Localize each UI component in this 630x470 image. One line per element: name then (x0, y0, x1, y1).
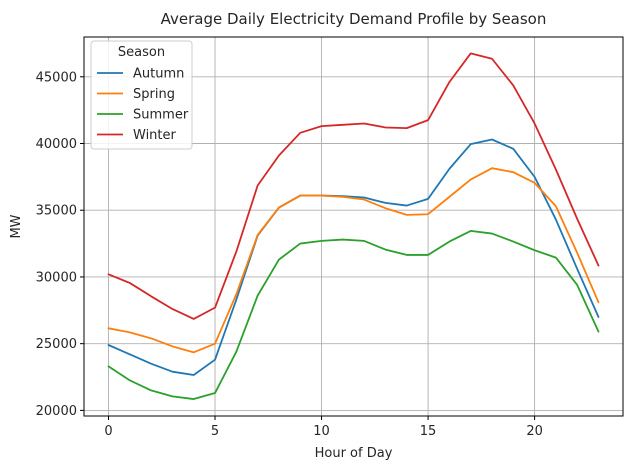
chart-title: Average Daily Electricity Demand Profile… (161, 10, 547, 28)
y-tick-label: 30000 (36, 270, 77, 285)
x-axis-label: Hour of Day (315, 446, 393, 461)
x-tick-label: 15 (420, 424, 437, 439)
y-tick-label: 45000 (36, 70, 77, 85)
legend-entries: Autumn Spring Summer Winter (97, 67, 189, 143)
x-tick-label: 5 (211, 424, 219, 439)
y-tick-label: 40000 (36, 137, 77, 152)
legend: Season Autumn Spring Summer Winter (90, 40, 193, 150)
x-tick-label: 20 (526, 424, 543, 439)
y-axis-label: MW (9, 214, 24, 238)
y-tick-label: 20000 (36, 404, 77, 419)
ticks-layer: 0 5 10 15 20 20000 25000 30000 35000 40000 45000 (36, 70, 543, 439)
series-layer (107, 52, 600, 400)
series-line-summer (107, 229, 600, 400)
x-tick-label: 10 (313, 424, 330, 439)
legend-label: Winter (133, 128, 177, 143)
legend-box (90, 40, 193, 150)
y-tick-label: 35000 (36, 204, 77, 219)
plot-frame (83, 36, 624, 417)
legend-title: Season (118, 45, 165, 60)
x-tick-label: 0 (104, 424, 112, 439)
series-line-winter (107, 52, 600, 320)
series-line-spring (107, 167, 600, 354)
legend-label: Summer (133, 108, 189, 123)
legend-label: Spring (133, 87, 175, 102)
legend-label: Autumn (133, 67, 184, 82)
series-line-autumn (107, 138, 600, 376)
y-tick-label: 25000 (36, 337, 77, 352)
